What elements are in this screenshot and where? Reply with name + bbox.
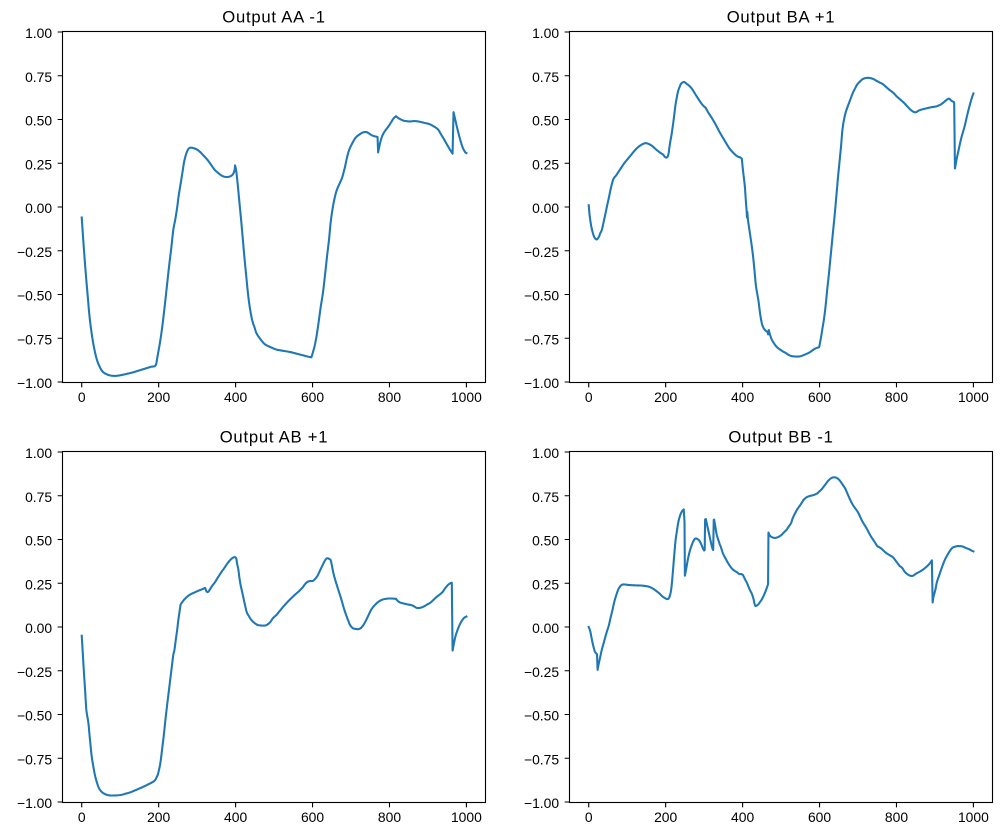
svg-text:−0.25: −0.25 (17, 664, 52, 680)
svg-text:−1.00: −1.00 (524, 795, 559, 811)
svg-text:0: 0 (585, 809, 593, 825)
svg-text:1000: 1000 (451, 389, 482, 405)
svg-text:−0.25: −0.25 (524, 664, 559, 680)
svg-text:0.00: 0.00 (25, 620, 52, 636)
svg-text:0.75: 0.75 (25, 69, 52, 85)
svg-text:−0.50: −0.50 (17, 708, 52, 724)
svg-text:800: 800 (378, 389, 401, 405)
svg-text:−0.50: −0.50 (524, 288, 559, 304)
svg-text:−0.50: −0.50 (17, 288, 52, 304)
svg-text:800: 800 (378, 809, 401, 825)
svg-text:400: 400 (224, 809, 247, 825)
svg-text:200: 200 (147, 809, 170, 825)
svg-text:200: 200 (654, 809, 677, 825)
svg-text:0.00: 0.00 (532, 200, 559, 216)
svg-text:600: 600 (301, 389, 324, 405)
svg-text:0.25: 0.25 (532, 576, 559, 592)
svg-text:400: 400 (731, 389, 754, 405)
svg-text:0.50: 0.50 (25, 113, 52, 129)
svg-text:400: 400 (224, 389, 247, 405)
svg-text:600: 600 (808, 389, 831, 405)
svg-text:800: 800 (885, 809, 908, 825)
svg-text:1000: 1000 (958, 389, 989, 405)
svg-text:−0.75: −0.75 (524, 751, 559, 767)
svg-text:0.25: 0.25 (25, 156, 52, 172)
svg-text:−0.25: −0.25 (17, 244, 52, 260)
svg-text:−0.50: −0.50 (524, 708, 559, 724)
svg-text:1.00: 1.00 (532, 25, 559, 41)
svg-text:Output AB +1: Output AB +1 (220, 427, 329, 446)
svg-text:1.00: 1.00 (532, 445, 559, 461)
svg-text:1000: 1000 (958, 809, 989, 825)
svg-text:Output AA -1: Output AA -1 (222, 7, 325, 26)
svg-text:0.50: 0.50 (532, 533, 559, 549)
svg-text:0: 0 (78, 809, 86, 825)
svg-text:−0.75: −0.75 (524, 331, 559, 347)
svg-text:−0.25: −0.25 (524, 244, 559, 260)
svg-text:−0.75: −0.75 (17, 331, 52, 347)
svg-text:200: 200 (147, 389, 170, 405)
svg-text:−0.75: −0.75 (17, 751, 52, 767)
svg-text:800: 800 (885, 389, 908, 405)
svg-text:600: 600 (808, 809, 831, 825)
svg-text:1.00: 1.00 (25, 445, 52, 461)
svg-text:0.00: 0.00 (532, 620, 559, 636)
svg-text:0.75: 0.75 (532, 69, 559, 85)
svg-text:0: 0 (585, 389, 593, 405)
svg-text:1000: 1000 (451, 809, 482, 825)
svg-text:−1.00: −1.00 (17, 795, 52, 811)
svg-text:0.50: 0.50 (25, 533, 52, 549)
svg-text:Output BB -1: Output BB -1 (728, 427, 833, 446)
svg-text:0.00: 0.00 (25, 200, 52, 216)
svg-text:1.00: 1.00 (25, 25, 52, 41)
svg-text:−1.00: −1.00 (524, 375, 559, 391)
svg-text:600: 600 (301, 809, 324, 825)
svg-text:0.25: 0.25 (532, 156, 559, 172)
svg-text:Output BA +1: Output BA +1 (727, 7, 836, 26)
svg-text:0.75: 0.75 (25, 489, 52, 505)
svg-text:−1.00: −1.00 (17, 375, 52, 391)
svg-text:200: 200 (654, 389, 677, 405)
svg-text:0.50: 0.50 (532, 113, 559, 129)
svg-text:0: 0 (78, 389, 86, 405)
svg-text:0.25: 0.25 (25, 576, 52, 592)
svg-text:400: 400 (731, 809, 754, 825)
svg-text:0.75: 0.75 (532, 489, 559, 505)
